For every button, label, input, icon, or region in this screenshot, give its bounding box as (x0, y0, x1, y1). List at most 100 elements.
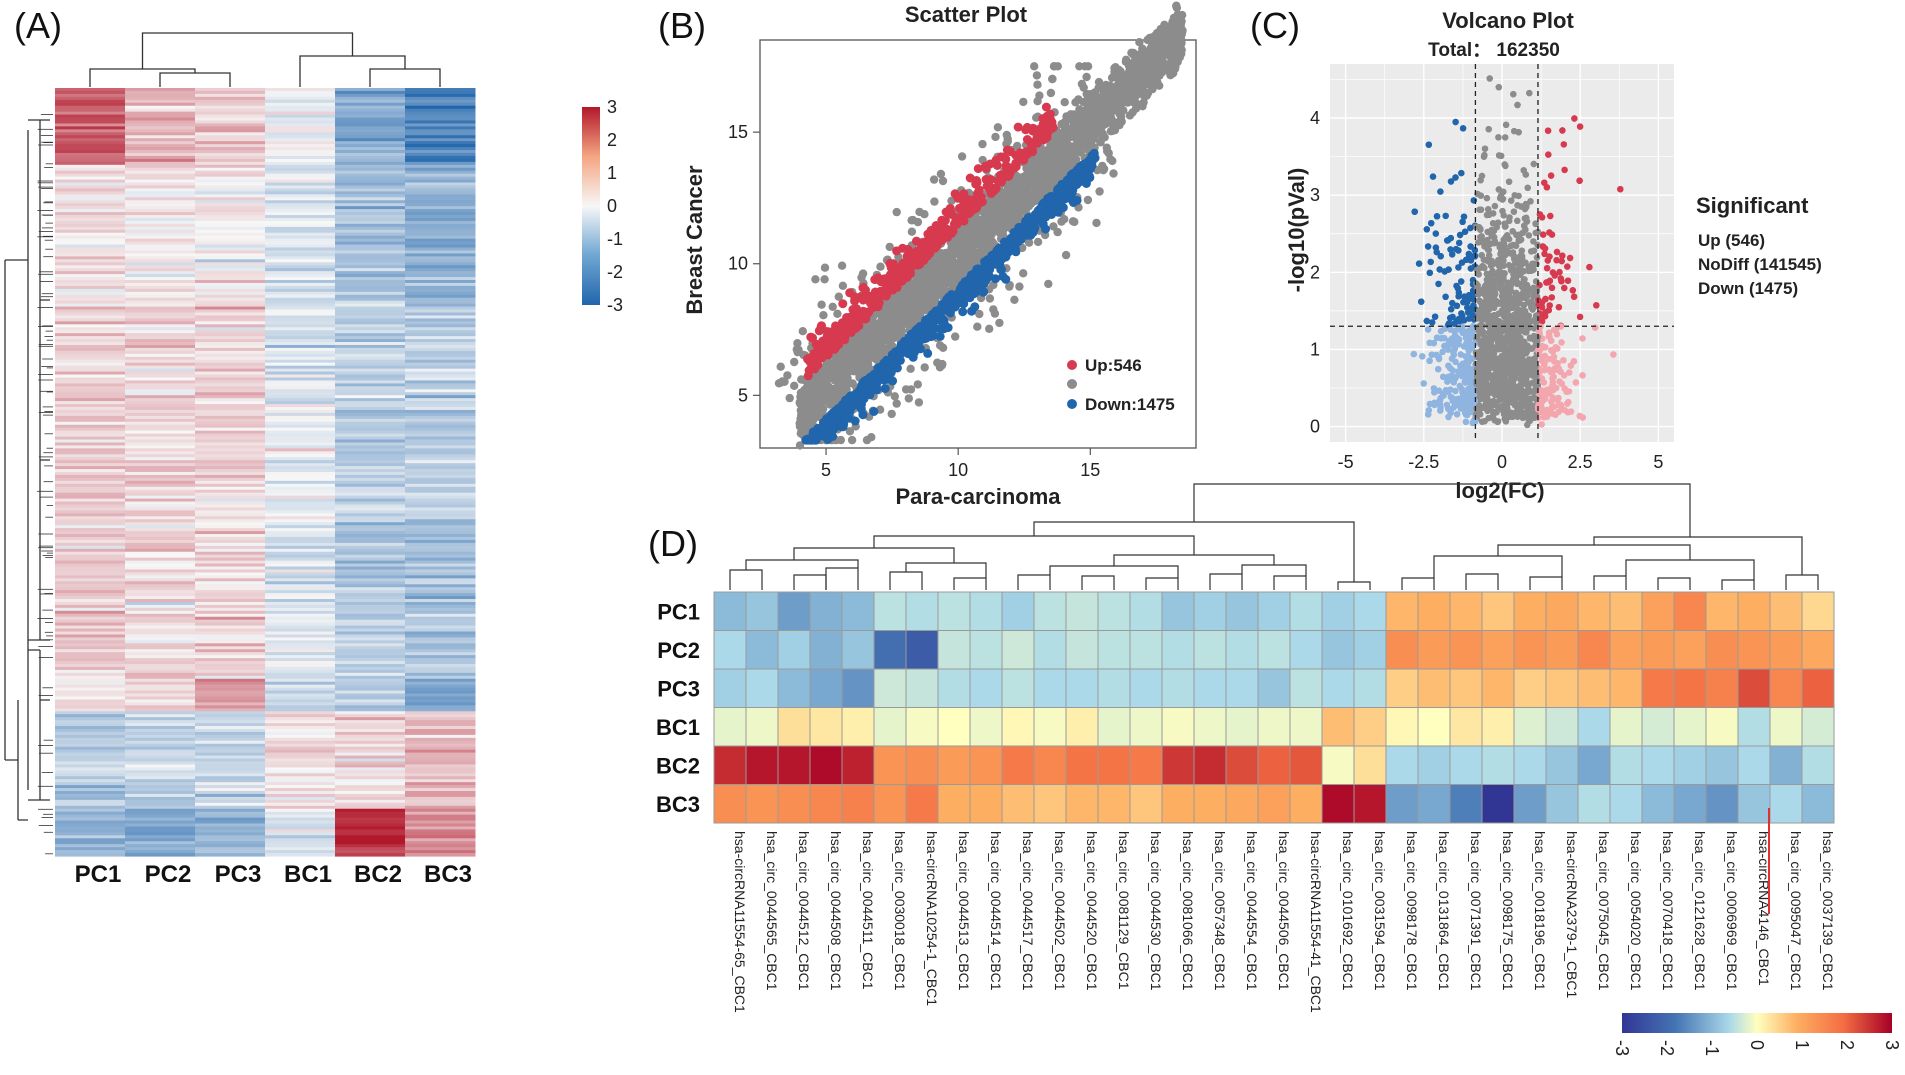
heatmap-a-cell (265, 799, 336, 804)
scatter-point (1021, 203, 1031, 212)
heatmap-a-cell (55, 401, 126, 405)
heatmap-a-cell (125, 711, 196, 715)
heatmap-a-cell (405, 297, 476, 302)
heatmap-a-cell (55, 339, 126, 343)
heatmap-a-cell (335, 779, 406, 783)
heatmap-a-cell (195, 492, 266, 497)
heatmap-a-cell (265, 734, 336, 739)
heatmap-a-cell (55, 309, 126, 314)
scatter-point (990, 309, 1000, 318)
heatmap-a-cell (125, 578, 196, 582)
scatter-point (938, 343, 948, 352)
scatter-point (976, 239, 985, 248)
heatmap-a-cell (405, 386, 476, 390)
heatmap-a-cell (55, 256, 126, 260)
heatmap-a-cell (335, 203, 406, 207)
heatmap-a-cell (125, 365, 196, 370)
scatter-point (837, 261, 847, 270)
heatmap-a-cell (55, 356, 126, 361)
heatmap-a-cell (125, 758, 196, 763)
heatmap-a-cell (195, 616, 266, 621)
heatmap-a-cell (405, 619, 476, 624)
scatter-point (1086, 102, 1096, 112)
heatmap-a-cell (335, 407, 406, 411)
heatmap-a-cell (265, 451, 336, 455)
heatmap-a-cell (55, 427, 126, 432)
heatmap-a-cell (335, 776, 406, 780)
heatmap-a-column-label: PC2 (145, 861, 192, 888)
heatmap-a-cell (265, 640, 336, 644)
heatmap-a-cell (405, 259, 476, 263)
heatmap-a-cell (265, 480, 336, 485)
heatmap-a-cell (265, 808, 336, 813)
heatmap-a-cell (265, 386, 336, 390)
heatmap-a-cell (265, 728, 336, 733)
heatmap-a-cell (195, 625, 266, 630)
scatter-point (1038, 166, 1047, 175)
heatmap-a-cell (335, 327, 406, 331)
heatmap-a-cell (405, 179, 476, 184)
heatmap-a-cell (335, 362, 406, 367)
heatmap-a-cell (55, 717, 126, 721)
heatmap-a-cell (335, 173, 406, 178)
heatmap-a-cell (405, 120, 476, 125)
heatmap-a-cell (405, 280, 476, 284)
heatmap-a-cell (195, 371, 266, 376)
scatter-point (1017, 188, 1026, 198)
heatmap-a-cell (55, 436, 126, 441)
scatter-point (848, 379, 857, 388)
scatter-point (1061, 250, 1071, 260)
heatmap-a-cell (335, 347, 406, 352)
heatmap-a-cell (335, 811, 406, 816)
scatter-point (985, 324, 994, 333)
heatmap-a-cell (195, 690, 266, 695)
heatmap-a-cell (195, 138, 266, 142)
heatmap-a-cell (335, 678, 406, 683)
heatmap-a-cell (265, 333, 336, 337)
heatmap-a-cell (335, 247, 406, 252)
heatmap-a-cell (195, 791, 266, 795)
heatmap-a-cell (405, 451, 476, 455)
heatmap-a-cell (125, 102, 196, 107)
heatmap-a-cell (405, 238, 476, 243)
heatmap-a-cell (405, 445, 476, 449)
heatmap-a-cell (125, 259, 196, 263)
heatmap-a-cell (265, 646, 336, 650)
scatter-point-up (1027, 144, 1036, 154)
heatmap-a-cell (195, 666, 266, 671)
heatmap-a-cell (125, 232, 196, 237)
heatmap-a-cell (265, 96, 336, 101)
heatmap-a-cell (335, 835, 406, 839)
heatmap-a-cell (195, 743, 266, 748)
heatmap-a-cell (265, 622, 336, 627)
heatmap-a-cell (125, 344, 196, 349)
heatmap-a-cell (335, 460, 406, 464)
scatter-point (895, 295, 904, 304)
heatmap-a-cell (335, 820, 406, 825)
heatmap-a-cell (125, 433, 196, 438)
heatmap-a-cell (195, 489, 266, 494)
heatmap-a-cell (195, 141, 266, 145)
heatmap-a-cell (405, 223, 476, 228)
heatmap-a-cell (405, 483, 476, 488)
heatmap-a-cell (125, 330, 196, 334)
heatmap-a-cell (195, 421, 266, 426)
heatmap-a-cell (125, 217, 196, 222)
heatmap-a-cell (195, 99, 266, 104)
heatmap-a-cell (335, 510, 406, 514)
heatmap-a-cell (335, 404, 406, 408)
heatmap-a-cell (265, 88, 336, 92)
heatmap-a-cell (55, 250, 126, 255)
scatter-point-up (903, 271, 913, 281)
heatmap-a-cell (195, 838, 266, 842)
heatmap-a-cell (125, 616, 196, 621)
heatmap-a-cell (405, 206, 476, 210)
heatmap-a-cell (125, 779, 196, 783)
heatmap-a-cell (125, 436, 196, 441)
scatter-point-up (992, 161, 1002, 170)
heatmap-a-cell (195, 407, 266, 411)
scatter-point (873, 329, 883, 339)
heatmap-a-cell (405, 117, 476, 122)
heatmap-a-cell (125, 215, 196, 219)
heatmap-a-cell (405, 655, 476, 659)
